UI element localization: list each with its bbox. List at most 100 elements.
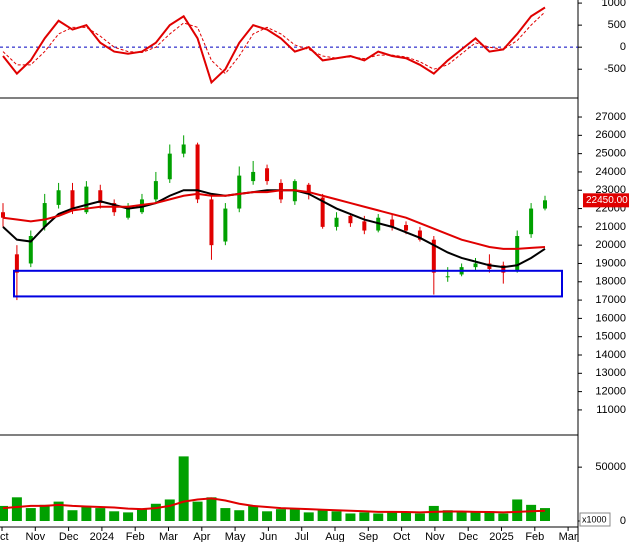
volume-bar	[150, 503, 161, 521]
y-tick-label: 14000	[595, 349, 626, 361]
volume-bar	[178, 456, 189, 521]
volume-bar	[234, 510, 245, 521]
volume-bar	[401, 512, 412, 521]
y-tick-label: 13000	[595, 367, 626, 379]
volume-bar	[95, 508, 106, 521]
x-tick-label: Oct	[393, 531, 410, 542]
y-tick-label: 19000	[595, 257, 626, 269]
candle-body	[167, 153, 172, 180]
volume-bar	[470, 512, 481, 521]
x-tick-label: 2025	[489, 531, 513, 542]
candle-body	[181, 144, 186, 154]
x-tick-label: Feb	[525, 531, 544, 542]
candle-body	[320, 197, 325, 227]
candle-body	[98, 190, 103, 204]
volume-bar	[123, 512, 134, 521]
candle-body	[42, 203, 47, 227]
candle-body	[404, 225, 409, 231]
candle-body	[445, 276, 450, 278]
volume-bar	[373, 513, 384, 521]
candle-body	[515, 236, 520, 271]
x-tick-label: May	[225, 531, 246, 542]
volume-bar	[192, 501, 203, 521]
volume-bar	[359, 512, 370, 521]
volume-bar	[25, 508, 36, 521]
volume-bar	[526, 504, 537, 521]
y-tick-label: 15000	[595, 331, 626, 343]
volume-bar	[289, 508, 300, 521]
volume-bar	[206, 497, 217, 521]
volume-bar	[540, 508, 550, 521]
volume-bar	[109, 511, 120, 521]
moving-average	[2, 189, 546, 250]
x-tick-label: Dec	[59, 531, 79, 542]
x-tick-label: Dec	[458, 531, 478, 542]
volume-bar	[81, 505, 92, 521]
oscillator-line	[2, 6, 546, 85]
candle-body	[126, 208, 131, 218]
y-tick-label: 500	[608, 19, 626, 31]
x-tick-label: ct	[0, 531, 9, 542]
y-tick-label: 24000	[595, 166, 626, 178]
volume-bar	[387, 511, 398, 521]
x-tick-label: Nov	[26, 531, 46, 542]
x-tick-label: Jun	[260, 531, 278, 542]
y-tick-label: -500	[604, 63, 626, 75]
y-tick-label: 20000	[595, 239, 626, 251]
candle-body	[209, 199, 214, 246]
y-tick-label: 26000	[595, 129, 626, 141]
candle-body	[390, 219, 395, 227]
candle-body	[251, 171, 256, 182]
y-tick-label: 11000	[596, 404, 626, 416]
candle-body	[334, 217, 339, 227]
volume-bar	[456, 511, 467, 521]
y-tick-label: 17000	[595, 294, 626, 306]
volume-bar	[67, 510, 78, 521]
y-tick-label: 27000	[595, 111, 626, 123]
volume-ma	[2, 497, 546, 514]
volume-bar	[303, 512, 314, 521]
volume-bar	[331, 511, 342, 521]
y-tick-label: 12000	[595, 386, 626, 398]
unit-label: x1000	[582, 514, 607, 524]
y-tick-label: 21000	[595, 221, 626, 233]
volume-bar	[498, 513, 509, 521]
x-tick-label: Aug	[325, 531, 345, 542]
x-tick-label: Feb	[126, 531, 145, 542]
candle-body	[265, 168, 270, 182]
volume-bar	[262, 511, 273, 521]
candle-body	[501, 265, 506, 273]
candle-body	[1, 212, 5, 218]
candle-body	[543, 200, 547, 209]
candle-body	[223, 208, 228, 242]
price-marker	[583, 193, 629, 208]
x-tick-label: Mar	[559, 531, 578, 542]
volume-bar	[317, 510, 328, 521]
candle-body	[473, 263, 478, 268]
candle-body	[417, 230, 422, 240]
volume-bar	[512, 499, 523, 521]
oscillator-line	[2, 11, 546, 75]
y-tick-label: 18000	[595, 276, 626, 288]
volume-bar	[11, 497, 22, 521]
support-zone	[13, 269, 563, 298]
volume-bar	[442, 510, 453, 521]
volume-bar	[248, 505, 259, 521]
candle-body	[84, 186, 89, 213]
x-tick-label: 2024	[90, 531, 114, 542]
volume-bar	[164, 499, 175, 521]
candle-body	[14, 254, 19, 273]
volume-bar	[414, 513, 425, 521]
volume-bar	[39, 504, 50, 521]
candle-body	[237, 175, 242, 209]
x-tick-label: Sep	[359, 531, 379, 542]
candle-body	[28, 236, 33, 264]
y-tick-label: 1000	[602, 0, 626, 9]
candle-body	[70, 190, 75, 209]
candle-body	[348, 215, 353, 224]
volume-bar	[345, 513, 356, 521]
candle-body	[529, 208, 534, 235]
candle-body	[195, 144, 200, 200]
price-marker-label: 22450.00	[586, 195, 628, 206]
